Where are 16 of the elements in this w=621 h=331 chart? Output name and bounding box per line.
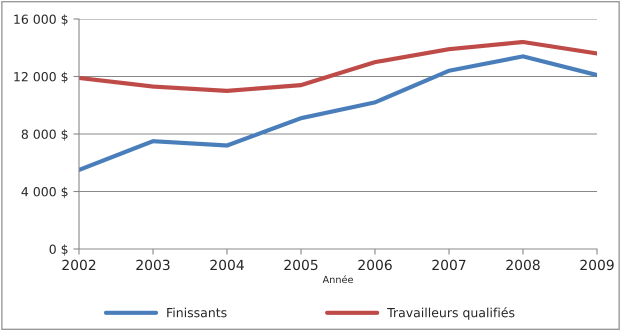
y-tick-label: 4 000 $ [21, 186, 68, 198]
x-tick-label: 2008 [506, 260, 540, 270]
x-tick-label: 2009 [580, 260, 614, 270]
x-tick-label: 2004 [210, 260, 244, 270]
x-tick-label: 2007 [432, 260, 466, 270]
y-tick-label: 12 000 $ [14, 72, 68, 84]
x-tick-label: 2003 [136, 260, 170, 270]
x-tick-label: 2006 [358, 260, 392, 270]
y-tick-label: 0 $ [50, 244, 68, 256]
legend-label: Travailleurs qualifiés [387, 307, 514, 320]
y-tick-label: 8 000 $ [22, 129, 68, 141]
legend-label: Finissants [167, 308, 227, 318]
y-tick-label: 16 000 $ [14, 14, 68, 26]
x-tick-label: 2002 [62, 260, 96, 270]
x-axis-title: Année [322, 275, 353, 284]
x-tick-label: 2005 [284, 260, 318, 270]
